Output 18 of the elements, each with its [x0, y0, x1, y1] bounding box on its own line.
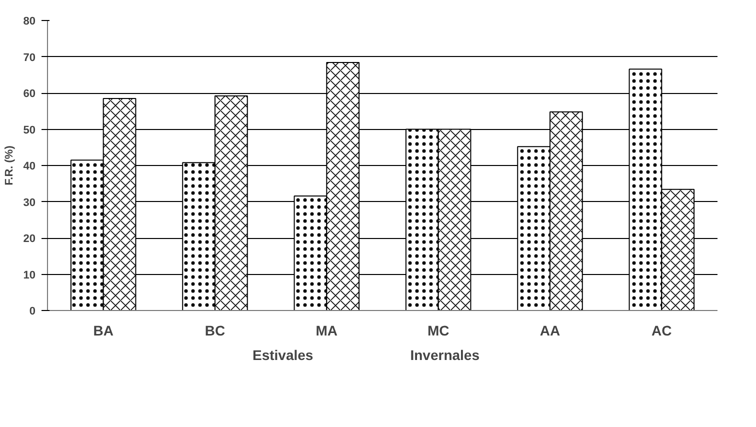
y-tick-label: 0	[29, 306, 36, 318]
y-tick-label: 70	[23, 52, 36, 64]
text: Invernales	[410, 347, 480, 363]
y-tick-label: 40	[23, 160, 36, 172]
y-tick-label: 80	[23, 16, 36, 28]
x-tick-label: AC	[652, 322, 672, 338]
x-tick-label: MA	[316, 322, 338, 338]
y-tick-label: 50	[23, 124, 36, 136]
text: Estivales	[252, 347, 314, 363]
y-axis-title: F.R. (%)	[3, 145, 16, 186]
y-tick-label: 60	[23, 88, 36, 100]
x-tick-label: BA	[93, 322, 114, 338]
x-tick-label: AA	[540, 322, 560, 338]
x-tick-label: BC	[204, 322, 226, 338]
x-tick-label: MC	[427, 322, 450, 338]
y-tick-label: 20	[23, 233, 36, 245]
y-tick-label: 30	[23, 196, 36, 209]
y-tick-label: 10	[23, 269, 36, 282]
